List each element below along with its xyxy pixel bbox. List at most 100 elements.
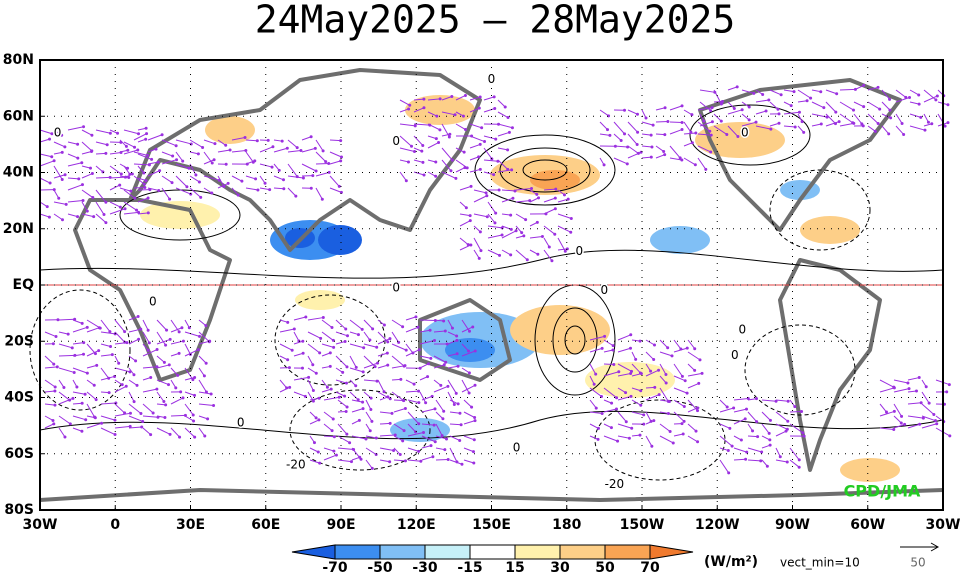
flux-vector-head [652,358,655,361]
flux-vector-head [133,197,136,200]
flux-vector-head [91,196,94,199]
flux-vector-head [158,169,161,172]
flux-vector-head [109,345,112,348]
flux-vector [684,133,696,134]
flux-vector [516,214,526,220]
flux-vector [260,147,273,152]
flux-vector-head [286,147,289,150]
flux-vector-head [693,369,696,372]
flux-vector [684,122,691,132]
flux-vector-head [597,427,600,430]
flux-vector [558,214,571,219]
flux-vector [392,392,404,401]
flux-vector-head [639,340,642,343]
flux-vector-head [143,183,146,186]
flux-vector-head [834,111,837,114]
flux-vector-head [95,364,98,367]
flux-vector [762,424,769,433]
flux-vector-head [662,150,665,153]
flux-vector-head [471,325,474,328]
flux-vector [40,178,50,183]
flux-vector [232,151,246,152]
flux-vector-head [414,315,417,318]
flux-vector [498,100,505,107]
flux-vector [896,114,902,123]
flux-vector [82,142,92,151]
flux-vector [604,340,613,346]
flux-vector-head [417,401,420,404]
flux-vector-head [606,128,609,131]
flux-vector [670,122,682,123]
flux-vector-head [731,445,734,448]
flux-vector-head [319,337,322,340]
flux-vector-head [535,193,538,196]
flux-vector-head [199,196,202,199]
flux-vector-head [463,166,466,169]
flux-vector [308,318,323,320]
flux-vector-head [443,363,446,366]
flux-vector [87,365,97,368]
flux-vector-head [53,404,56,407]
flux-vector [378,380,384,392]
flux-vector-head [468,371,471,374]
flux-vector-head [142,172,145,175]
flux-vector-head [240,180,243,183]
flux-vector [688,424,696,431]
flux-vector-head [193,376,196,379]
flux-vector [45,367,57,368]
flux-vector [324,424,332,431]
flux-vector-head [778,122,781,125]
flux-vector-head [564,250,567,253]
flux-vector [880,428,894,430]
flux-vector [59,344,72,348]
flux-vector-head [335,454,338,457]
flux-vector-head [278,169,281,172]
flux-vector-head [318,351,321,354]
colorbar-cell [380,545,425,559]
flux-vector-head [389,422,392,425]
flux-vector-head [296,146,299,149]
flux-vector-head [86,372,89,375]
flux-vector [660,424,670,432]
flux-vector-head [82,199,85,202]
flux-vector-head [53,159,56,162]
flux-vector-head [358,456,361,459]
lon-label: 30W [926,517,961,533]
flux-vector-head [798,111,801,114]
lat-label: 80N [3,52,34,68]
flux-vector-head [563,193,566,196]
flux-vector [322,320,332,327]
flux-vector-head [127,176,130,179]
lon-label: 150W [620,517,665,533]
flux-vector [366,448,376,455]
flux-vector-head [82,125,85,128]
flux-vector-head [720,120,723,123]
flux-vector-head [164,403,167,406]
flux-vector [450,424,461,425]
flux-vector-head [169,338,172,341]
flux-vector [59,368,74,372]
flux-vector-head [63,436,66,439]
flux-vector-head [84,418,87,421]
flux-vector-head [908,96,911,99]
lat-label: 60N [3,108,34,124]
flux-vector-head [254,177,257,180]
flux-vector-head [510,228,513,231]
flux-vector [59,398,73,404]
flux-vector-head [133,146,136,149]
flux-vector-head [725,133,728,136]
flux-vector-head [465,206,468,209]
flux-vector [544,226,555,234]
flux-vector-head [304,316,307,319]
flux-vector-head [404,459,407,462]
flux-vector-head [447,458,450,461]
flux-vector-head [61,178,64,181]
flux-vector-head [925,385,928,388]
flux-vector-head [100,422,103,425]
flux-vector-head [192,413,195,416]
flux-vector-head [893,386,896,389]
flux-vector [338,424,347,434]
flux-vector [115,404,125,413]
flux-vector-head [185,185,188,188]
